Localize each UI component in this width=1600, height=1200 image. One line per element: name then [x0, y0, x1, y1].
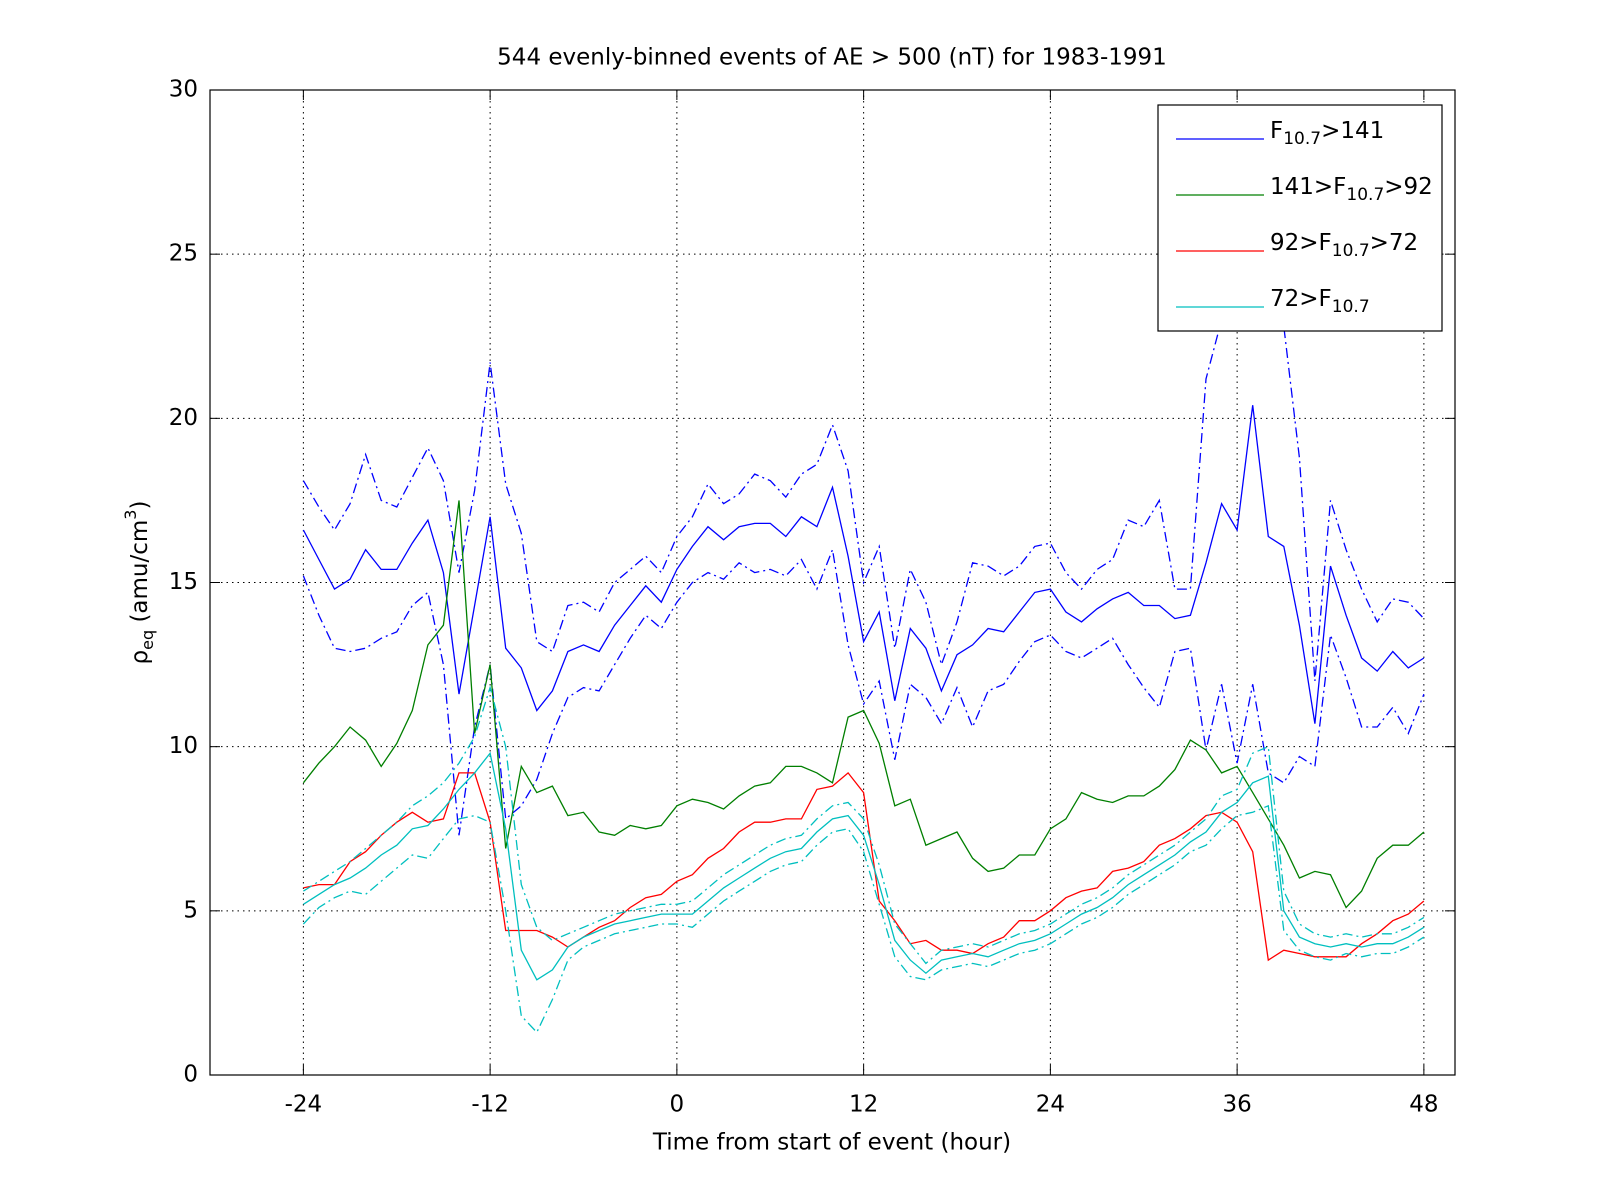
x-tick-label: 0 — [670, 1092, 685, 1118]
x-tick-label: 36 — [1222, 1092, 1251, 1118]
text-run: 3 — [121, 510, 140, 520]
series-line — [303, 771, 1425, 962]
series-line — [303, 751, 1425, 981]
x-tick-label: -24 — [285, 1092, 323, 1118]
legend-box — [1157, 104, 1443, 332]
x-tick-label: 24 — [1036, 1092, 1065, 1118]
text-run: 141>F — [1270, 174, 1346, 200]
text-run: eq — [138, 630, 157, 650]
bound-line — [303, 685, 1425, 965]
y-tick-label: 0 — [183, 1062, 198, 1088]
plot-frame — [209, 89, 1456, 1076]
x-tick-label: -12 — [471, 1092, 509, 1118]
chart-title: 544 evenly-binned events of AE > 500 (nT… — [497, 45, 1167, 71]
legend-label: 141>F10.7>92 — [1270, 174, 1433, 206]
y-tick-label: 20 — [169, 405, 198, 431]
text-run: >72 — [1370, 230, 1419, 256]
text-run: 72>F — [1270, 286, 1332, 312]
text-run: 92>F — [1270, 230, 1332, 256]
x-tick-label: 48 — [1409, 1092, 1438, 1118]
y-tick-label: 5 — [183, 897, 198, 923]
text-run: >141 — [1321, 118, 1384, 144]
legend-label: 72>F10.7 — [1270, 286, 1370, 318]
text-run: ) — [127, 501, 153, 510]
legend-label: F10.7>141 — [1270, 118, 1384, 150]
y-tick-label: 10 — [169, 733, 198, 759]
y-tick-label: 30 — [169, 77, 198, 103]
text-run: >92 — [1384, 174, 1433, 200]
y-tick-label: 15 — [169, 569, 198, 595]
text-run: 10.7 — [1332, 297, 1370, 317]
text-run: 10.7 — [1332, 241, 1370, 261]
series-line — [302, 405, 1425, 724]
text-run: ρ — [127, 650, 153, 665]
x-tick-label: 12 — [849, 1092, 878, 1118]
series-line — [302, 500, 1425, 909]
bound-line — [302, 804, 1425, 1034]
text-run: F — [1270, 118, 1283, 144]
y-axis-label: ρeq (amu/cm3) — [121, 501, 157, 665]
text-run: 10.7 — [1346, 185, 1384, 205]
legend-label: 92>F10.7>72 — [1270, 230, 1418, 262]
y-tick-label: 25 — [169, 241, 198, 267]
text-run: (amu/cm — [127, 520, 153, 630]
x-axis-label: Time from start of event (hour) — [652, 1130, 1011, 1156]
text-run: 10.7 — [1283, 129, 1321, 149]
